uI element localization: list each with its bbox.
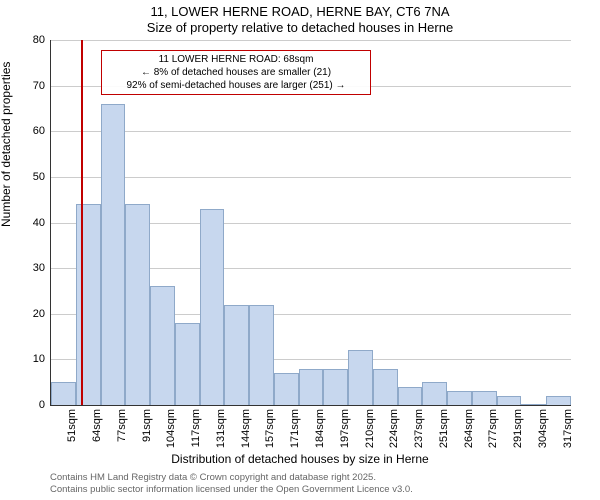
y-tick-label: 40 xyxy=(33,217,45,229)
gridline xyxy=(51,177,571,178)
reference-line xyxy=(81,40,83,405)
histogram-bar xyxy=(249,305,274,405)
histogram-bar xyxy=(323,369,348,406)
x-tick-label: 77sqm xyxy=(116,409,128,442)
x-axis-label: Distribution of detached houses by size … xyxy=(0,452,600,466)
y-tick-label: 70 xyxy=(33,80,45,92)
gridline xyxy=(51,131,571,132)
histogram-bar xyxy=(373,369,398,406)
histogram-bar xyxy=(348,350,373,405)
histogram-bar xyxy=(175,323,200,405)
attribution-line-2: Contains public sector information licen… xyxy=(50,484,413,495)
x-tick-label: 210sqm xyxy=(364,409,376,448)
x-tick-label: 104sqm xyxy=(165,409,177,448)
histogram-bar xyxy=(150,286,175,405)
x-tick-label: 144sqm xyxy=(240,409,252,448)
x-tick-label: 131sqm xyxy=(215,409,227,448)
x-tick-label: 197sqm xyxy=(339,409,351,448)
annotation-line: 92% of semi-detached houses are larger (… xyxy=(106,79,366,92)
plot-area: 11 LOWER HERNE ROAD: 68sqm← 8% of detach… xyxy=(50,40,571,406)
histogram-bar xyxy=(101,104,126,405)
histogram-bar xyxy=(125,204,150,405)
y-tick-label: 10 xyxy=(33,353,45,365)
histogram-bar xyxy=(422,382,447,405)
histogram-bar xyxy=(224,305,249,405)
x-tick-label: 291sqm xyxy=(512,409,524,448)
x-tick-label: 264sqm xyxy=(463,409,475,448)
x-tick-label: 224sqm xyxy=(388,409,400,448)
annotation-box: 11 LOWER HERNE ROAD: 68sqm← 8% of detach… xyxy=(101,50,371,95)
histogram-bar xyxy=(274,373,299,405)
y-tick-label: 60 xyxy=(33,125,45,137)
x-tick-label: 317sqm xyxy=(562,409,574,448)
chart-title-sub: Size of property relative to detached ho… xyxy=(0,20,600,35)
annotation-line: 11 LOWER HERNE ROAD: 68sqm xyxy=(106,53,366,66)
y-axis-label: Number of detached properties xyxy=(0,62,13,227)
histogram-bar xyxy=(447,391,472,405)
y-tick-label: 80 xyxy=(33,34,45,46)
gridline xyxy=(51,40,571,41)
x-tick-label: 237sqm xyxy=(413,409,425,448)
y-tick-label: 30 xyxy=(33,262,45,274)
histogram-bar xyxy=(51,382,76,405)
x-tick-label: 184sqm xyxy=(314,409,326,448)
x-tick-label: 64sqm xyxy=(91,409,103,442)
y-tick-label: 0 xyxy=(39,399,45,411)
histogram-bar xyxy=(76,204,101,405)
x-tick-label: 277sqm xyxy=(487,409,499,448)
x-tick-label: 157sqm xyxy=(264,409,276,448)
y-tick-label: 50 xyxy=(33,171,45,183)
histogram-bar xyxy=(299,369,324,406)
histogram-bar xyxy=(497,396,522,405)
histogram-bar xyxy=(472,391,497,405)
chart-container: 11, LOWER HERNE ROAD, HERNE BAY, CT6 7NA… xyxy=(0,0,600,500)
x-tick-label: 251sqm xyxy=(438,409,450,448)
attribution-line-1: Contains HM Land Registry data © Crown c… xyxy=(50,472,376,483)
x-tick-label: 91sqm xyxy=(141,409,153,442)
annotation-line: ← 8% of detached houses are smaller (21) xyxy=(106,66,366,79)
x-tick-label: 117sqm xyxy=(190,409,202,447)
histogram-bar xyxy=(521,404,546,405)
histogram-bar xyxy=(546,396,571,405)
chart-title-main: 11, LOWER HERNE ROAD, HERNE BAY, CT6 7NA xyxy=(0,4,600,19)
x-tick-label: 304sqm xyxy=(537,409,549,448)
histogram-bar xyxy=(200,209,225,405)
x-tick-label: 51sqm xyxy=(66,409,78,442)
x-tick-label: 171sqm xyxy=(289,409,301,448)
histogram-bar xyxy=(398,387,423,405)
y-tick-label: 20 xyxy=(33,308,45,320)
